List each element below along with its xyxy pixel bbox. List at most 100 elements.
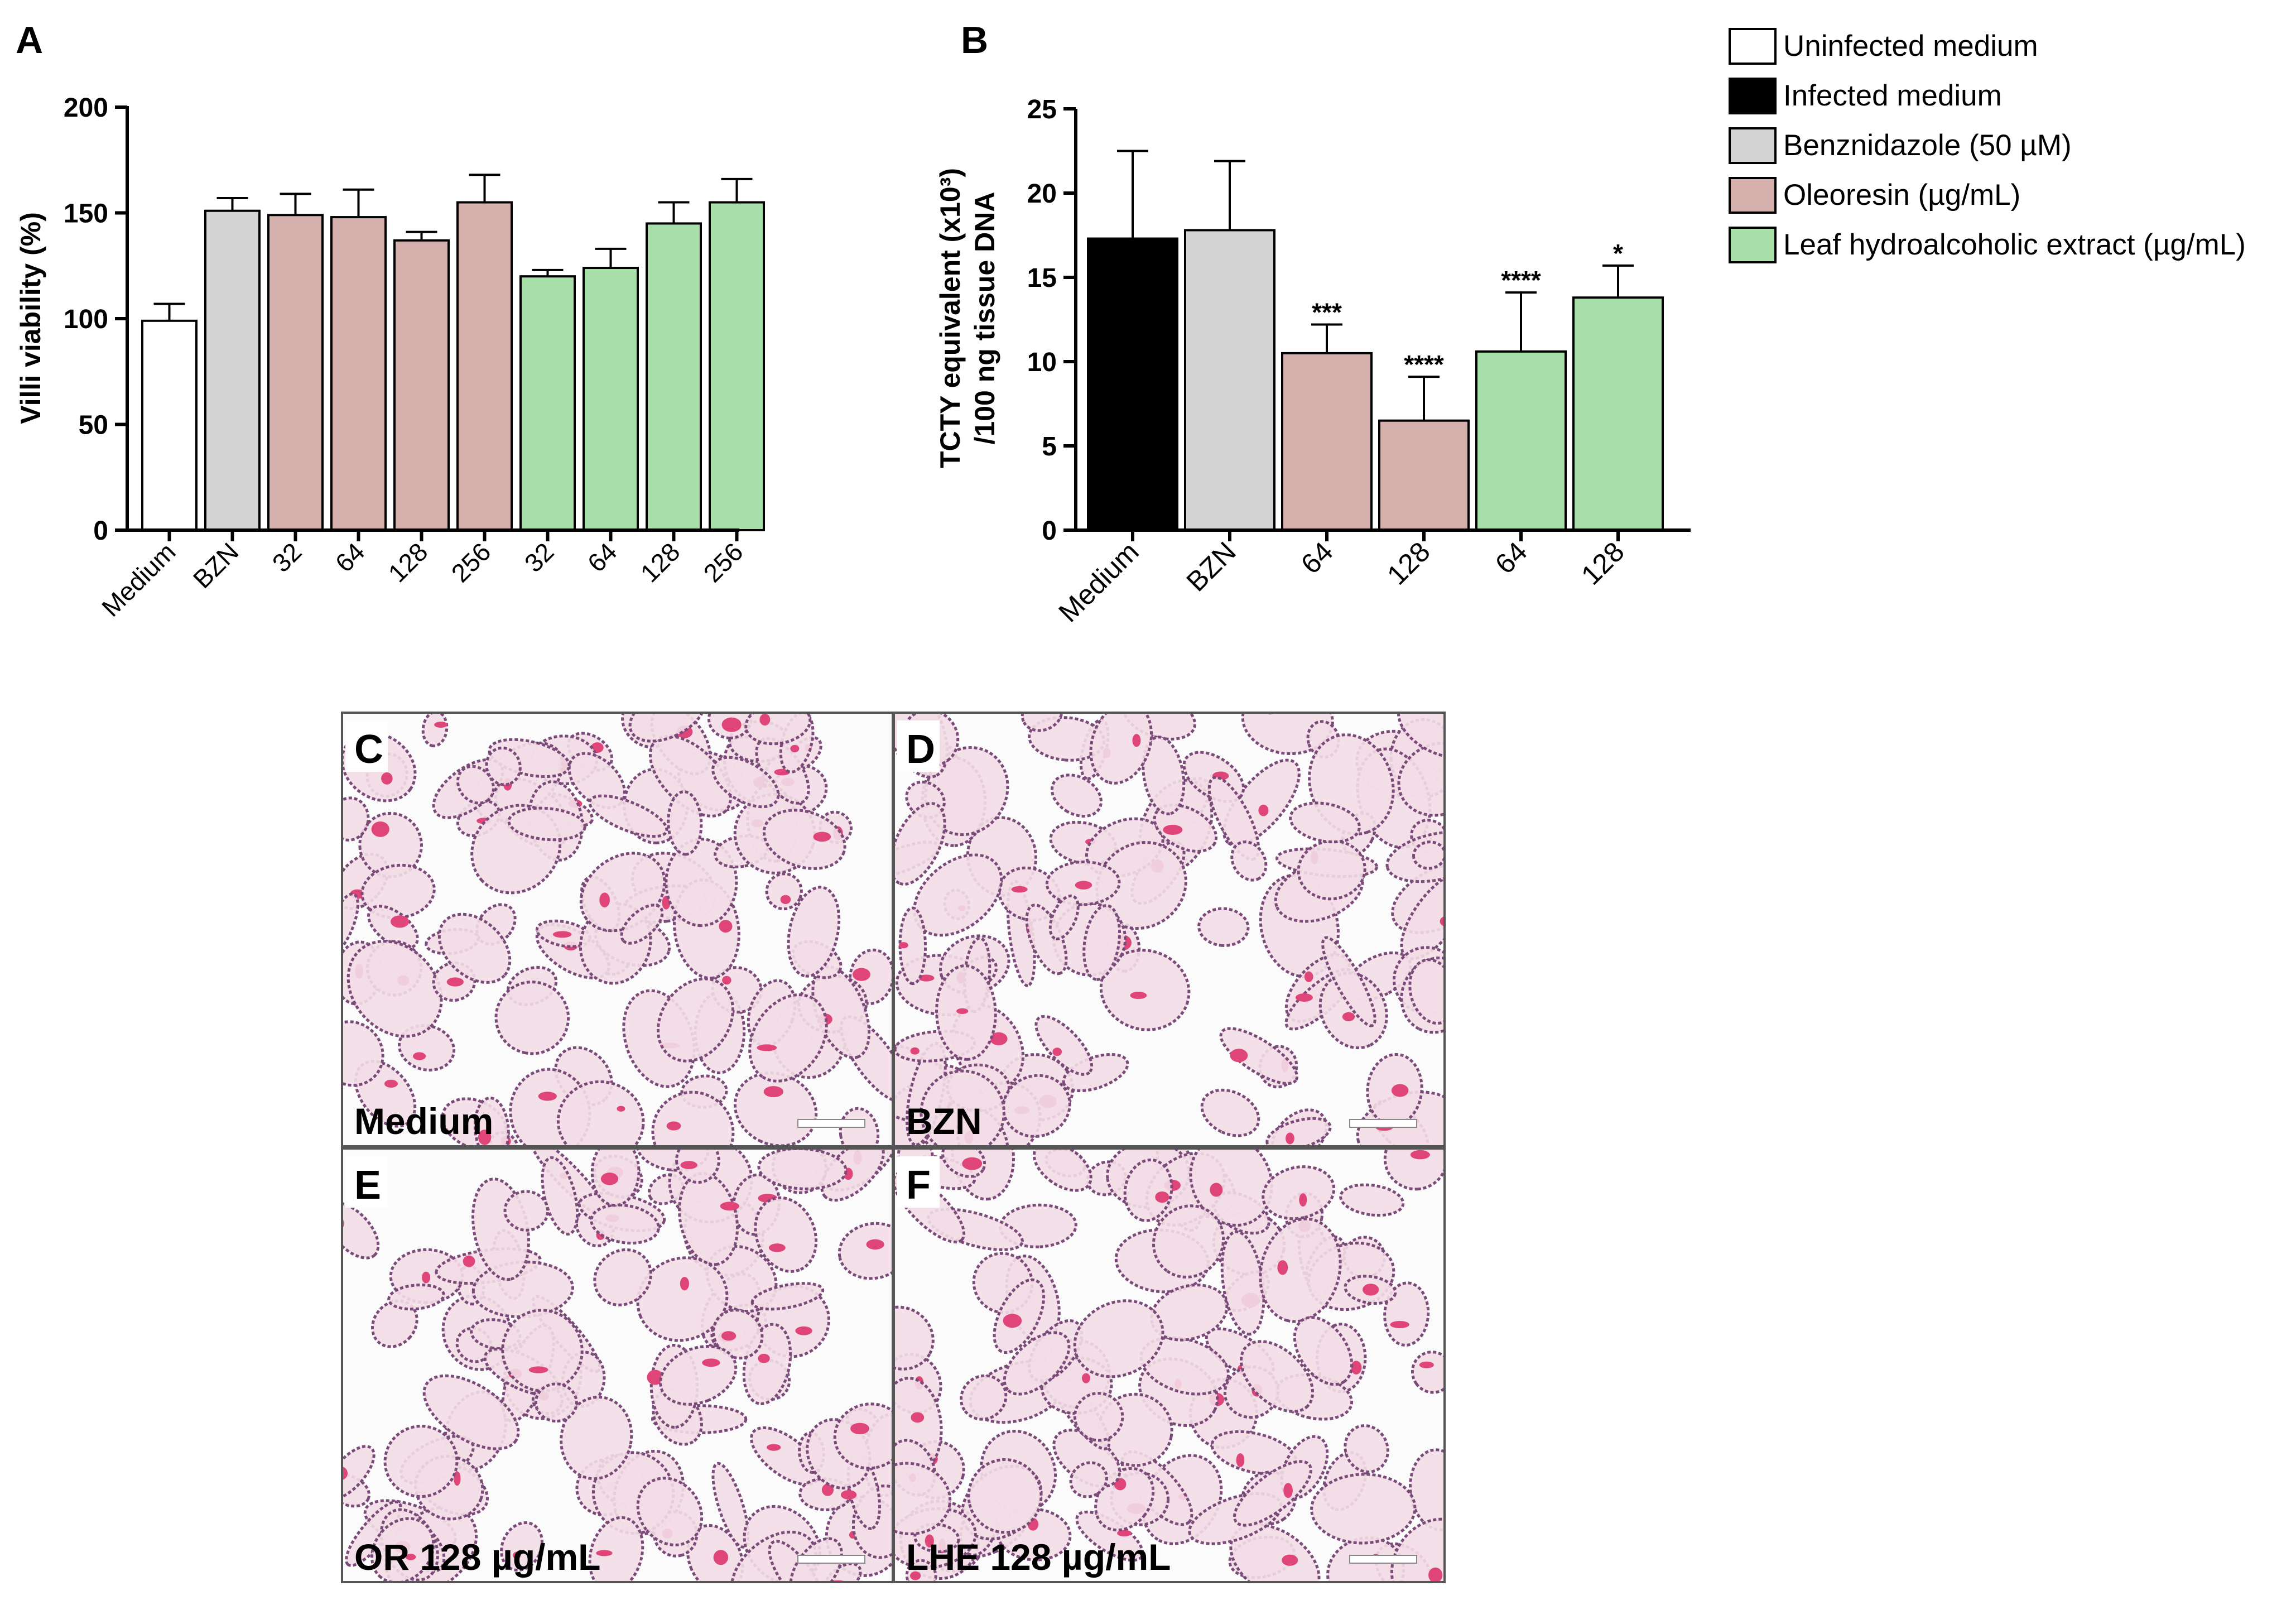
villus: [1197, 907, 1250, 947]
erythrocyte-cluster: [757, 1044, 777, 1051]
erythrocyte-cluster: [1116, 1530, 1132, 1537]
micrograph-letter: D: [906, 727, 935, 772]
villus: [628, 713, 706, 743]
villus: [1265, 1117, 1332, 1146]
micrograph-panel-e: E OR 128 µg/mL: [341, 1147, 894, 1583]
villus: [500, 1521, 543, 1572]
chart-b-bars: ************: [1087, 150, 1664, 532]
erythrocyte-cluster: [722, 976, 731, 985]
x-tick-label: Medium: [1052, 536, 1144, 628]
x-tick-label: 64: [1489, 536, 1533, 580]
villus: [1153, 804, 1218, 853]
micrograph-caption: Medium: [354, 1101, 493, 1142]
bar: [456, 201, 513, 531]
erythrocyte-cluster: [647, 1369, 663, 1385]
legend-swatch: [1729, 127, 1777, 164]
legend-swatch: [1729, 78, 1777, 114]
micrograph-frame: [893, 712, 1446, 1147]
erythrocyte-cluster: [918, 974, 935, 982]
erythrocyte-cluster: [1283, 1483, 1293, 1498]
erythrocyte-cluster: [1286, 1132, 1294, 1145]
micrograph-letter: F: [906, 1163, 931, 1208]
villus: [387, 1283, 445, 1311]
villus: [1297, 839, 1366, 901]
villus: [1321, 936, 1376, 1027]
villus: [342, 1202, 380, 1260]
villus: [593, 1248, 652, 1306]
erythrocyte-cluster: [720, 1202, 740, 1211]
x-tick-label: 128: [1381, 536, 1436, 591]
villus: [590, 1149, 641, 1207]
erythrocyte-cluster: [1446, 989, 1460, 1004]
chart-a-bars: [141, 174, 765, 532]
villus: [1262, 1165, 1336, 1220]
erythrocyte-cluster: [780, 895, 791, 905]
villus: [998, 866, 1061, 922]
y-tick-label: 15: [1027, 263, 1057, 293]
villus: [1032, 1149, 1092, 1192]
erythrocyte-cluster: [866, 1239, 884, 1250]
micrograph-letter: C: [354, 727, 383, 772]
legend-label: Benznidazole (50 µM): [1783, 129, 2072, 162]
villus: [1200, 1088, 1260, 1137]
micrograph-panel-f: F LHE 128 µg/mL: [893, 1147, 1446, 1583]
scale-bar: [1349, 1555, 1417, 1564]
scale-bar: [1349, 1119, 1417, 1128]
bar: [393, 239, 450, 531]
villus: [1397, 713, 1445, 760]
bar: [267, 214, 324, 532]
villus: [1003, 1331, 1071, 1396]
bar: [1572, 296, 1664, 531]
chart-b-y-label-line1: TCTY equivalent (x10³): [935, 168, 966, 468]
bar: [1281, 352, 1373, 532]
villus: [590, 1203, 660, 1245]
y-tick-label: 50: [79, 411, 108, 440]
villus: [1390, 1517, 1445, 1582]
significance-label: *: [1613, 239, 1623, 268]
villus: [1123, 1158, 1173, 1222]
villus: [894, 1462, 952, 1536]
y-tick-label: 10: [1027, 348, 1057, 377]
erythrocyte-cluster: [1295, 993, 1313, 1002]
y-tick-label: 25: [1027, 95, 1057, 124]
erythrocyte-cluster: [721, 1331, 737, 1341]
micrograph-frame: [893, 1147, 1446, 1583]
villus: [507, 806, 586, 842]
erythrocyte-cluster: [538, 1092, 557, 1101]
erythrocyte-cluster: [1304, 971, 1313, 982]
panel-letter-b: B: [961, 19, 988, 61]
legend-swatch: [1729, 177, 1777, 214]
erythrocyte-cluster: [719, 920, 733, 933]
erythrocyte-cluster: [713, 1550, 729, 1565]
villus: [905, 1559, 937, 1582]
erythrocyte-cluster: [1277, 1260, 1288, 1275]
erythrocyte-cluster: [552, 931, 572, 938]
micrograph-grid: C Medium D BZN E OR 128 µg/mL F LHE 128 µg/mL: [341, 712, 1460, 1583]
micrograph-panel-d: D BZN: [893, 712, 1460, 1147]
x-tick-label: BZN: [187, 537, 244, 594]
legend-swatch: [1729, 28, 1777, 65]
villus: [1259, 1217, 1342, 1323]
bar: [1087, 237, 1178, 532]
villus: [370, 1517, 435, 1582]
villus: [1219, 1027, 1298, 1085]
erythrocyte-cluster: [406, 1554, 416, 1560]
villus: [1189, 1149, 1273, 1227]
erythrocyte-cluster: [1391, 1084, 1409, 1097]
legend-label: Uninfected medium: [1783, 30, 2038, 63]
villus: [1152, 1204, 1225, 1279]
y-tick-label: 0: [93, 516, 108, 546]
villi-tissue: [342, 1149, 893, 1582]
erythrocyte-cluster: [528, 1366, 548, 1373]
x-tick-label: BZN: [1180, 536, 1241, 597]
y-tick-label: 100: [64, 305, 108, 334]
erythrocyte-cluster: [840, 1490, 857, 1500]
erythrocyte-cluster: [898, 942, 908, 949]
legend-label: Oleoresin (µg/mL): [1783, 179, 2020, 212]
villus: [383, 1425, 459, 1498]
erythrocyte-cluster: [1419, 1361, 1434, 1368]
villus: [1220, 1230, 1265, 1336]
villus: [711, 756, 780, 809]
bar: [141, 319, 198, 531]
